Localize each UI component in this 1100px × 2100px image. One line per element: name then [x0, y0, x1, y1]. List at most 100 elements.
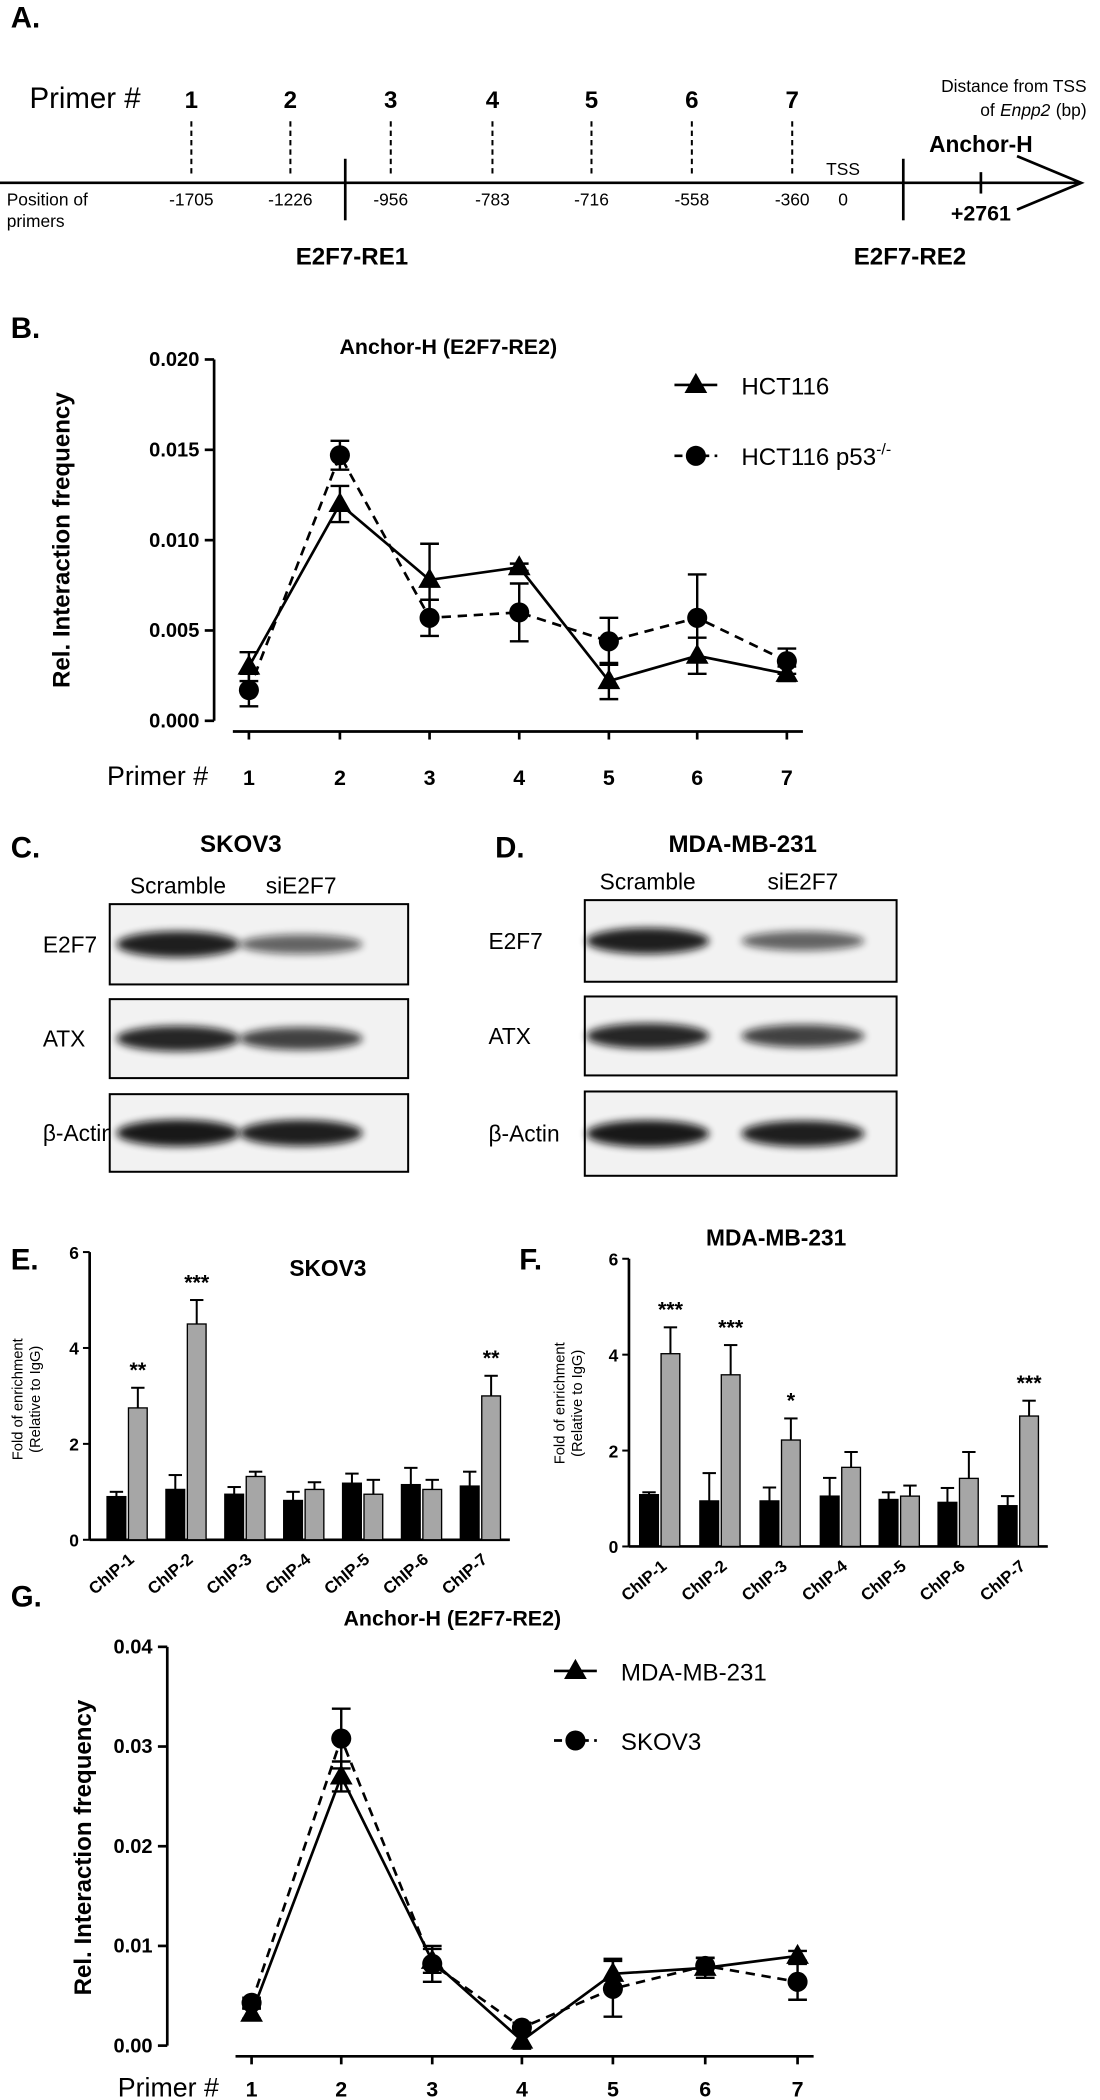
bar [780, 1439, 801, 1548]
blot-band [116, 1119, 240, 1147]
blot-band [116, 1025, 240, 1052]
bar [819, 1495, 840, 1548]
legend-label: SKOV3 [621, 1729, 701, 1756]
legend-label: MDA-MB-231 [621, 1659, 767, 1686]
circle-marker [238, 680, 259, 701]
circle-marker [695, 1955, 716, 1976]
y-tick-label: 4 [609, 1345, 619, 1365]
y-tick-label: 0.010 [149, 530, 199, 552]
blot-band [239, 934, 363, 954]
x-tick-label: ChIP-7 [976, 1556, 1029, 1605]
circle-marker [331, 1728, 352, 1749]
bar [997, 1505, 1018, 1548]
error-bar [366, 1478, 381, 1495]
y-tick-label: 0 [69, 1530, 79, 1550]
y-axis-label: Fold of enrichment [553, 1342, 569, 1464]
x-tick-label: ChIP-5 [320, 1550, 373, 1599]
significance-label: *** [184, 1270, 210, 1294]
error-bar [345, 1472, 359, 1484]
bar [400, 1483, 421, 1541]
y-tick-label: 2 [69, 1435, 79, 1455]
bar [341, 1482, 362, 1541]
blot-band [116, 931, 240, 958]
y-tick-label: 0.020 [149, 349, 199, 371]
circle-marker [602, 1978, 623, 1999]
row-label: ATX [43, 1026, 86, 1052]
bar [127, 1407, 148, 1541]
circle-marker [598, 631, 619, 652]
panel-label: G. [11, 1581, 42, 1614]
row-label: E2F7 [43, 931, 97, 957]
error-bar [663, 1326, 678, 1354]
error-bar [1022, 1399, 1036, 1417]
legend-marker [684, 372, 708, 393]
chart-title: MDA-MB-231 [706, 1224, 847, 1250]
tss-label: TSS [826, 159, 860, 179]
y-tick-label: 0 [609, 1537, 619, 1557]
series-line [250, 1773, 798, 2043]
bar [106, 1495, 127, 1541]
y-tick-label: 4 [69, 1339, 79, 1359]
y-tick-label: 0.01 [113, 1936, 152, 1958]
row-label: E2F7 [488, 928, 542, 954]
x-tick-label: 5 [607, 2077, 619, 2100]
chart-title: SKOV3 [289, 1255, 366, 1281]
y-tick-label: 0.03 [113, 1736, 152, 1758]
x-tick-label: 4 [516, 2077, 528, 2100]
bar [958, 1477, 979, 1548]
bar [899, 1495, 921, 1548]
distance-note: Distance from TSS [941, 76, 1086, 96]
significance-label: ** [129, 1358, 146, 1382]
blot-band [741, 1024, 865, 1048]
x-tick-label: 2 [334, 766, 346, 790]
y-axis-label: (Relative to IgG) [570, 1350, 586, 1457]
chart-title: Anchor-H (E2F7-RE2) [339, 335, 557, 359]
row-label: β-Actin [488, 1121, 559, 1147]
significance-label: *** [718, 1315, 744, 1339]
legend-label: HCT116 [741, 373, 829, 400]
x-tick-label: ChIP-4 [262, 1549, 315, 1598]
x-tick-label: ChIP-2 [678, 1556, 731, 1605]
significance-label: * [787, 1389, 796, 1413]
blot-title: MDA-MB-231 [668, 831, 816, 858]
primer-number: 2 [284, 87, 297, 114]
x-tick-label: 7 [792, 2077, 804, 2100]
circle-marker [419, 607, 440, 628]
bar [422, 1488, 443, 1541]
row-label: ATX [488, 1023, 531, 1049]
blot-band [586, 1120, 710, 1148]
y-axis-label: Fold of enrichment [11, 1338, 27, 1460]
y-tick-label: 0.005 [149, 620, 199, 642]
error-bar [881, 1491, 896, 1500]
y-axis-label: Rel. Interaction frequency [70, 1699, 97, 1995]
panel-label: A. [11, 2, 40, 35]
x-tick-label: 6 [691, 766, 703, 790]
element-label: E2F7-RE2 [854, 243, 966, 270]
bar [759, 1500, 780, 1548]
error-bar [131, 1386, 145, 1408]
bar [937, 1501, 958, 1548]
primer-number: 4 [486, 87, 500, 114]
blot-band [586, 1023, 710, 1049]
error-bar [1000, 1495, 1015, 1506]
x-tick-label: 6 [699, 2077, 711, 2100]
error-bar [227, 1486, 241, 1495]
circle-marker [787, 1971, 808, 1992]
x-tick-label: ChIP-6 [379, 1550, 432, 1599]
triangle-marker [786, 1943, 809, 1964]
legend-marker [564, 1658, 587, 1679]
position-heading: Position of [7, 190, 88, 210]
error-bar [190, 1299, 204, 1324]
error-bar [248, 1470, 263, 1477]
panel-label: E. [11, 1243, 39, 1276]
x-tick-label: ChIP-3 [738, 1556, 791, 1605]
bar [878, 1498, 899, 1548]
legend-name: HCT116 [741, 373, 829, 400]
blot-band [239, 1119, 363, 1147]
bar [720, 1374, 741, 1548]
bar [481, 1395, 502, 1541]
y-tick-label: 0.04 [113, 1637, 153, 1659]
series-line [247, 501, 788, 683]
element-label: E2F7-RE1 [296, 243, 408, 270]
distance-note-part: of [980, 100, 995, 120]
